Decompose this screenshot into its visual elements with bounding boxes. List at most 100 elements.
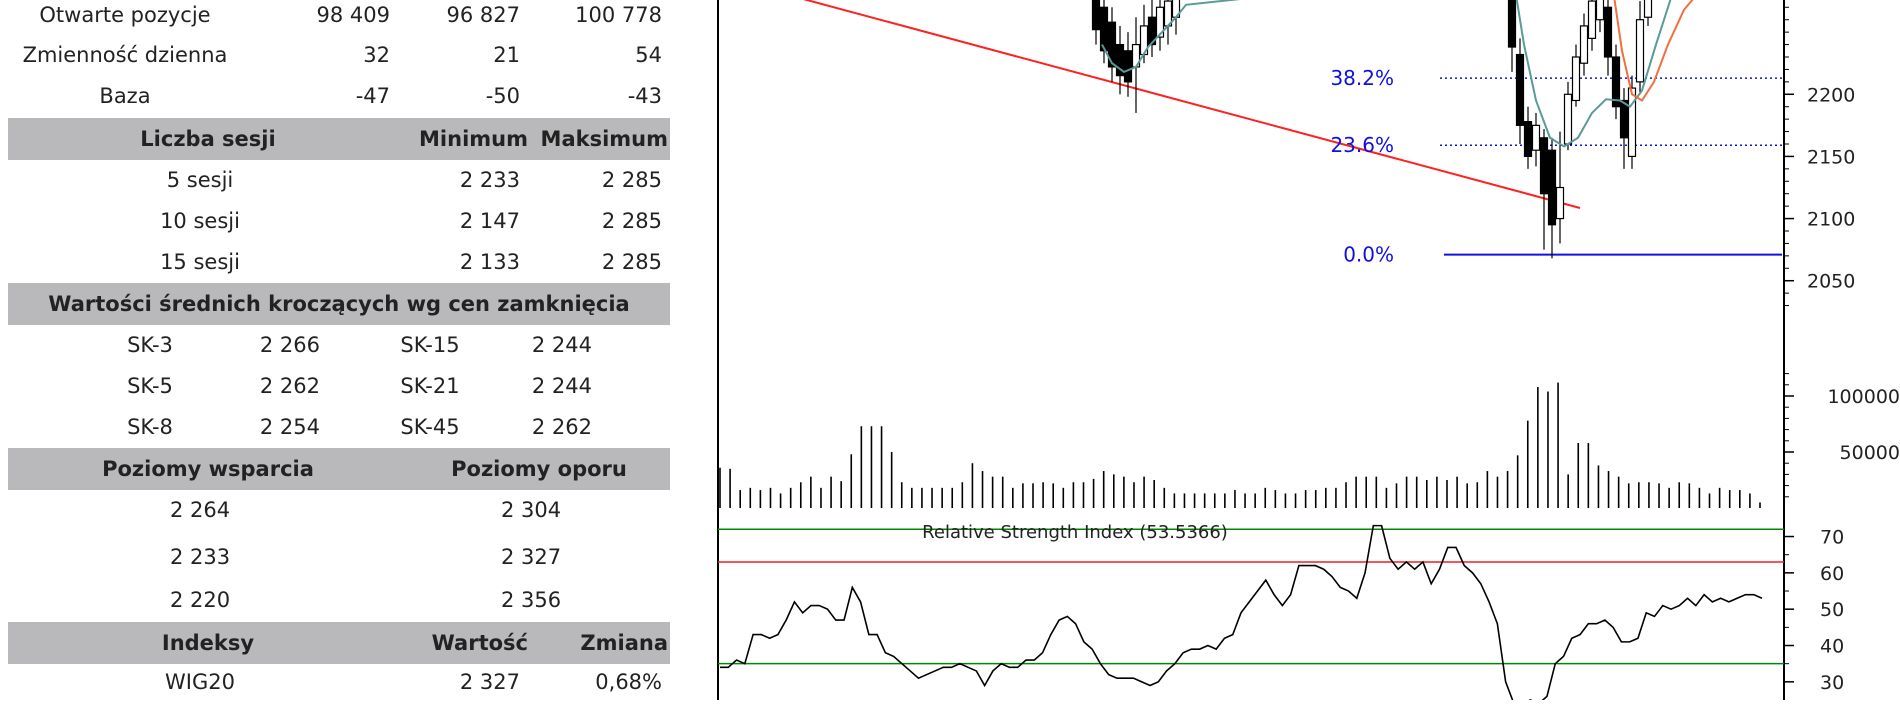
support-level: 2 264 — [169, 498, 231, 522]
row-label: Zmienność dzienna — [22, 43, 228, 67]
candle-body — [1107, 21, 1117, 68]
index-name: WIG20 — [165, 670, 235, 694]
header-label: Wartości średnich kroczących wg cen zamk… — [48, 292, 630, 316]
row-value: 21 — [493, 43, 520, 67]
sessions-row: 15 sesji 2 133 2 285 — [0, 242, 672, 282]
trendline — [803, 0, 1581, 209]
row-label: 15 sesji — [160, 250, 240, 274]
candle-body — [1155, 6, 1165, 38]
header-label: Zmiana — [580, 631, 668, 655]
candle-body — [1147, 16, 1157, 46]
summary-row: Baza -47 -50 -43 — [0, 76, 672, 116]
header-label: Wartość — [431, 631, 528, 655]
candle-body — [1611, 56, 1621, 108]
index-value: 2 327 — [459, 670, 520, 694]
ma-value: 2 244 — [531, 333, 592, 357]
rsi-title: Relative Strength Index (53.5366) — [922, 522, 1228, 543]
index-row: WIG20 2 327 0,68% — [0, 662, 672, 702]
candle-body — [1579, 25, 1589, 64]
header-label: Poziomy wsparcia — [102, 457, 314, 481]
summary-row: Zmienność dzienna 32 21 54 — [0, 35, 672, 75]
levels-header: Poziomy wsparcia Poziomy oporu — [8, 448, 670, 490]
rsi-tick-label: 30 — [1820, 672, 1844, 694]
rsi-tick-label: 40 — [1820, 636, 1844, 658]
candle-body — [1619, 99, 1629, 139]
resistance-level: 2 356 — [500, 588, 562, 612]
row-label: 5 sesji — [166, 168, 234, 192]
moving-averages-header: Wartości średnich kroczących wg cen zamk… — [8, 283, 670, 325]
candle-body — [1099, 6, 1109, 52]
price-tick-label: 2150 — [1807, 146, 1855, 168]
row-value: 2 285 — [601, 250, 662, 274]
candle-body — [1555, 186, 1565, 220]
candle-body — [1515, 53, 1525, 126]
candle-body — [1091, 0, 1101, 31]
fibonacci-label: 38.2% — [1330, 66, 1394, 90]
candle-body — [1115, 43, 1125, 77]
moving-average-line — [1613, 0, 1694, 102]
candle-body — [1571, 56, 1581, 102]
ma-label: SK-45 — [400, 415, 460, 439]
row-value: 2 233 — [459, 168, 520, 192]
ma-value: 2 262 — [259, 374, 320, 398]
row-label: Baza — [99, 84, 151, 108]
row-value: 2 285 — [601, 168, 662, 192]
sessions-row: 5 sesji 2 233 2 285 — [0, 160, 672, 200]
row-value: 54 — [635, 43, 662, 67]
candle-body — [1507, 0, 1517, 48]
row-value: 100 778 — [575, 3, 662, 27]
ma-value: 2 254 — [259, 415, 320, 439]
ma-value: 2 262 — [531, 415, 592, 439]
ma-label: SK-15 — [400, 333, 460, 357]
candle-body — [1547, 149, 1557, 226]
moving-average-row: SK-8 2 254 SK-45 2 262 — [0, 407, 672, 447]
resistance-level: 2 304 — [500, 498, 562, 522]
summary-row: Otwarte pozycje 98 409 96 827 100 778 — [0, 0, 672, 35]
ma-label: SK-21 — [400, 374, 460, 398]
row-label: Otwarte pozycje — [39, 3, 211, 27]
price-tick-label: 2200 — [1807, 84, 1855, 106]
candle-body — [1627, 87, 1637, 158]
volume-tick-label: 100000 — [1827, 386, 1900, 408]
ma-label: SK-8 — [127, 415, 173, 439]
support-level: 2 233 — [169, 545, 231, 569]
header-label: Poziomy oporu — [451, 457, 627, 481]
rsi-line — [720, 524, 1763, 704]
candle-body — [1587, 0, 1597, 39]
candle-body — [1595, 0, 1605, 21]
price-tick-label: 2100 — [1807, 209, 1855, 231]
header-label: Minimum — [419, 127, 528, 151]
header-label: Maksimum — [540, 127, 668, 151]
header-label: Liczba sesji — [140, 127, 276, 151]
candle-body — [1539, 137, 1549, 195]
candle-body — [1603, 6, 1613, 58]
sessions-row: 10 sesji 2 147 2 285 — [0, 201, 672, 241]
row-value: 2 147 — [459, 209, 520, 233]
rsi-tick-label: 70 — [1820, 527, 1844, 549]
volume-tick-label: 50000 — [1840, 442, 1900, 464]
candle-body — [1531, 124, 1541, 151]
candle-body — [1123, 50, 1133, 83]
chart-svg: 2050 2100 2150 2200 38.2% 23.6% 0.0% 50000 10000… — [717, 0, 1900, 704]
moving-average-row: SK-5 2 262 SK-21 2 244 — [0, 366, 672, 406]
support-level: 2 220 — [169, 588, 231, 612]
market-data-table: Otwarte pozycje 98 409 96 827 100 778 Zmienn… — [0, 0, 672, 700]
row-value: 32 — [363, 43, 390, 67]
moving-average-line — [1101, 0, 1672, 148]
ma-value: 2 244 — [531, 374, 592, 398]
price-chart: 2050 2100 2150 2200 38.2% 23.6% 0.0% 50000 10000… — [672, 0, 1900, 704]
header-label: Indeksy — [161, 631, 255, 655]
row-value: 98 409 — [316, 3, 390, 27]
candle-body — [1523, 121, 1533, 158]
fibonacci-label: 0.0% — [1343, 243, 1394, 267]
row-value: -47 — [355, 84, 390, 108]
row-value: 2 133 — [459, 250, 520, 274]
moving-average-row: SK-3 2 266 SK-15 2 244 — [0, 325, 672, 365]
sessions-header: Liczba sesji Minimum Maksimum — [8, 118, 670, 160]
row-value: 2 285 — [601, 209, 662, 233]
ma-value: 2 266 — [259, 333, 320, 357]
index-header: Indeksy Wartość Zmiana — [8, 622, 670, 664]
rsi-tick-label: 50 — [1820, 599, 1844, 621]
rsi-tick-label: 60 — [1820, 563, 1844, 585]
candle-body — [1563, 93, 1573, 145]
